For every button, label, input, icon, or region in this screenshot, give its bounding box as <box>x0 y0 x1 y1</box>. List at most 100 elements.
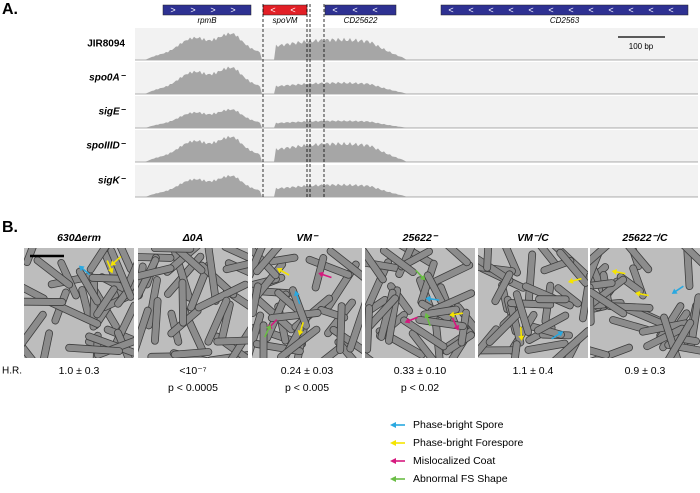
cell <box>259 321 268 358</box>
cell <box>253 248 289 276</box>
cell <box>326 248 362 287</box>
cell <box>151 297 162 345</box>
gene-bar <box>440 4 689 16</box>
cell <box>663 318 695 358</box>
gene-arrow: < <box>508 5 513 15</box>
cell <box>616 248 653 274</box>
hr-value: 0.33 ± 0.10 <box>394 365 447 377</box>
arrow-head <box>294 290 300 297</box>
cell <box>365 340 388 358</box>
p-value: p < 0.005 <box>285 382 329 394</box>
cell <box>590 288 628 318</box>
arrow-head <box>671 288 678 294</box>
micrograph <box>478 248 588 358</box>
hr-value: 0.24 ± 0.03 <box>281 365 334 377</box>
cell <box>400 316 448 351</box>
track-label: JIR8094 <box>87 39 125 50</box>
panel-label: A. <box>2 1 18 18</box>
cell <box>24 297 67 306</box>
track-label: sigE⁻ <box>99 107 127 118</box>
arrow-head <box>424 312 431 319</box>
micrograph <box>365 248 475 358</box>
cell <box>346 300 362 353</box>
arrow-head <box>110 260 117 266</box>
micrograph <box>590 248 700 358</box>
cells <box>252 248 362 358</box>
cell <box>24 310 47 355</box>
cell <box>178 278 187 327</box>
gene-arrow: < <box>548 5 553 15</box>
arrow-head <box>78 265 85 272</box>
cell <box>535 295 570 304</box>
gene-arrow: < <box>488 5 493 15</box>
cell <box>590 344 610 358</box>
gene-arrow: < <box>528 5 533 15</box>
cell <box>365 248 387 284</box>
gene-arrow: < <box>372 5 377 15</box>
cell <box>213 336 248 346</box>
cell <box>556 248 588 287</box>
gene-name: CD2563 <box>550 16 580 25</box>
cell <box>138 306 152 357</box>
cell <box>220 322 248 358</box>
micrograph <box>252 248 362 358</box>
arrow-head <box>276 268 283 274</box>
legend-label: Phase-bright Spore <box>413 419 504 431</box>
column-title: VM⁻ <box>296 232 319 244</box>
cell <box>483 248 493 272</box>
cells <box>478 248 588 358</box>
cell <box>491 270 514 306</box>
p-value: p < 0.02 <box>401 382 439 394</box>
arrow-head <box>265 324 272 331</box>
hr-value: 1.0 ± 0.3 <box>59 365 100 377</box>
gene-arrow: < <box>352 5 357 15</box>
p-value: p < 0.0005 <box>168 382 218 394</box>
coverage <box>140 135 698 162</box>
cell <box>107 248 134 301</box>
gene-arrow: > <box>230 5 235 15</box>
cell <box>420 305 460 319</box>
cell <box>36 329 54 358</box>
gene-arrow: > <box>210 5 215 15</box>
cell <box>33 256 74 289</box>
cell <box>93 285 118 319</box>
gene-arrow: < <box>270 5 275 15</box>
cell <box>365 304 373 354</box>
gene-arrow: < <box>668 5 673 15</box>
gene-arrow: < <box>468 5 473 15</box>
cell <box>379 248 417 277</box>
micrograph <box>138 248 248 358</box>
cell <box>679 248 700 269</box>
cell <box>578 272 588 323</box>
cell <box>170 348 213 358</box>
column-title: 25622⁻/C <box>621 232 668 244</box>
hr-value: 0.9 ± 0.3 <box>625 365 666 377</box>
arrow-head <box>449 311 455 318</box>
track-label: sigK⁻ <box>98 176 127 187</box>
row-label: H.R. <box>2 366 22 377</box>
cell <box>86 248 115 274</box>
cell <box>222 256 248 274</box>
gene-name: spoVM <box>273 16 298 25</box>
coverage <box>140 32 698 60</box>
gene-bar <box>162 4 252 16</box>
gene-name: rpmB <box>197 16 217 25</box>
cell <box>150 248 195 253</box>
cells <box>590 248 700 358</box>
gene-arrow: < <box>588 5 593 15</box>
cell <box>336 302 346 354</box>
cells <box>138 248 248 358</box>
legend-arrow-head <box>390 458 396 464</box>
cell <box>524 339 569 354</box>
track-label: spo0A⁻ <box>89 73 127 84</box>
gene-arrow: < <box>648 5 653 15</box>
gene-arrow: > <box>190 5 195 15</box>
cell <box>252 282 262 317</box>
cell <box>138 252 175 262</box>
arrow-head <box>567 277 574 284</box>
cell <box>441 248 471 267</box>
gene-arrow: < <box>568 5 573 15</box>
cell <box>252 311 265 358</box>
gene-arrow: > <box>170 5 175 15</box>
